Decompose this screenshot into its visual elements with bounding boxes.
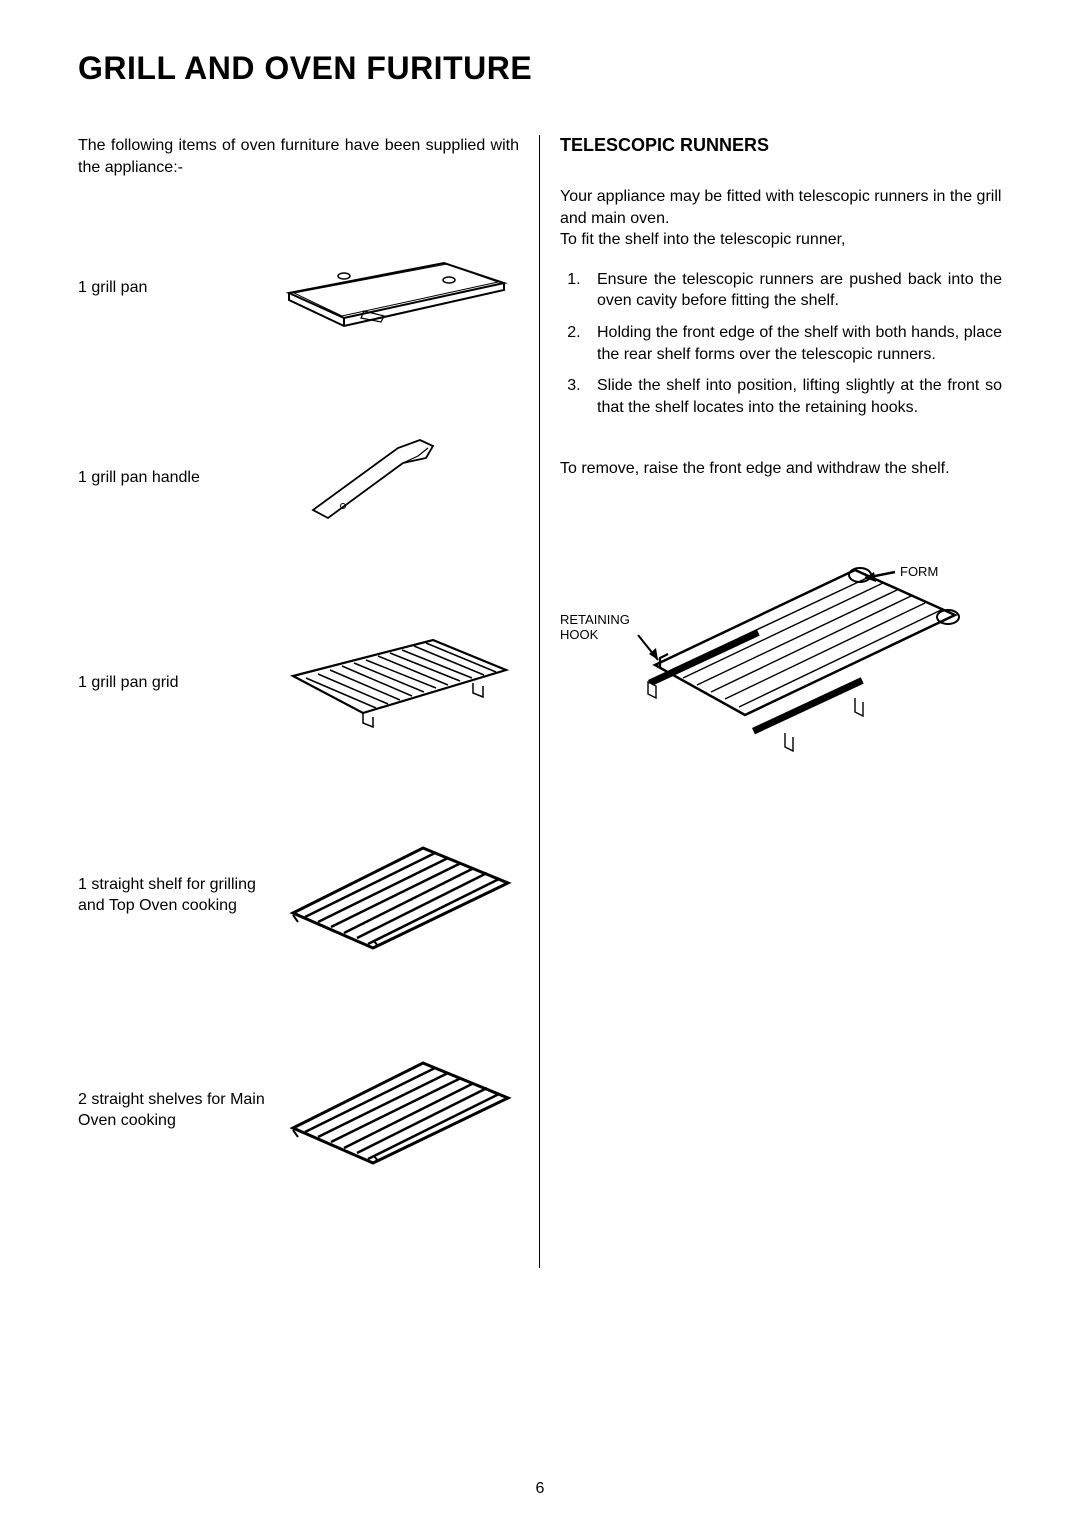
page-number: 6 bbox=[0, 1480, 1080, 1498]
grill-pan-icon bbox=[269, 238, 519, 338]
furniture-item: 1 grill pan handle bbox=[78, 428, 519, 528]
step-item: Holding the front edge of the shelf with… bbox=[585, 322, 1002, 365]
two-column-layout: The following items of oven furniture ha… bbox=[78, 135, 1002, 1268]
furniture-item: 1 grill pan bbox=[78, 238, 519, 338]
intro-paragraph: The following items of oven furniture ha… bbox=[78, 135, 519, 178]
item-label: 1 grill pan handle bbox=[78, 468, 278, 489]
item-label: 2 straight shelves for Main Oven cooking bbox=[78, 1090, 278, 1132]
step-item: Ensure the telescopic runners are pushed… bbox=[585, 269, 1002, 312]
item-label: 1 straight shelf for grilling and Top Ov… bbox=[78, 875, 278, 917]
furniture-item: 2 straight shelves for Main Oven cooking bbox=[78, 1053, 519, 1168]
furniture-item: 1 grill pan grid bbox=[78, 628, 519, 738]
grill-pan-handle-icon bbox=[278, 428, 519, 528]
steps-list: Ensure the telescopic runners are pushed… bbox=[560, 269, 1002, 419]
section-heading: TELESCOPIC RUNNERS bbox=[560, 135, 1002, 156]
page-title: GRILL AND OVEN FURITURE bbox=[78, 50, 1002, 87]
grill-pan-grid-icon bbox=[278, 628, 519, 738]
item-label: 1 grill pan grid bbox=[78, 673, 278, 694]
straight-shelf-icon bbox=[278, 838, 519, 953]
left-column: The following items of oven furniture ha… bbox=[78, 135, 540, 1268]
furniture-item: 1 straight shelf for grilling and Top Ov… bbox=[78, 838, 519, 953]
straight-shelf-icon bbox=[278, 1053, 519, 1168]
diagram-label-form: FORM bbox=[900, 565, 938, 580]
body-paragraph: To fit the shelf into the telescopic run… bbox=[560, 229, 1002, 251]
right-column: TELESCOPIC RUNNERS Your appliance may be… bbox=[540, 135, 1002, 1268]
step-item: Slide the shelf into position, lifting s… bbox=[585, 375, 1002, 418]
body-paragraph: Your appliance may be fitted with telesc… bbox=[560, 186, 1002, 229]
diagram-label-hook: RETAININGHOOK bbox=[560, 613, 630, 643]
item-label: 1 grill pan bbox=[78, 278, 269, 299]
telescopic-runner-diagram: RETAININGHOOK FORM bbox=[560, 540, 1002, 765]
body-paragraph: To remove, raise the front edge and with… bbox=[560, 458, 1002, 480]
